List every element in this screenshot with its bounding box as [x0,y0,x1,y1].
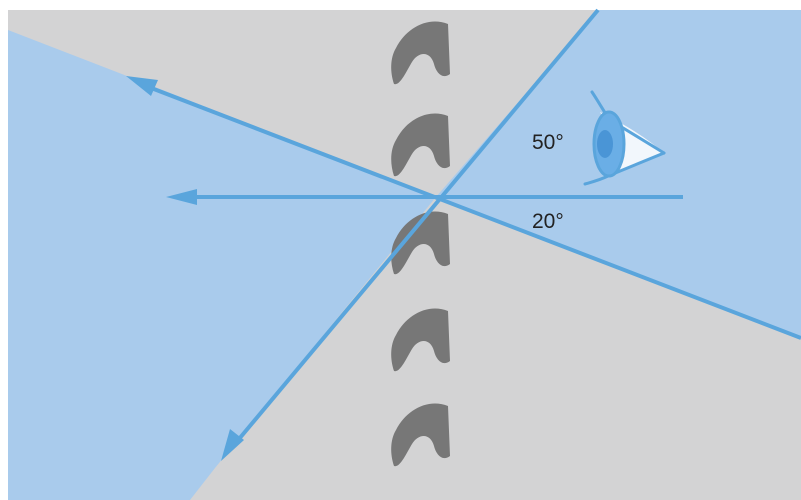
arrowhead-icon [166,189,197,205]
eye-pupil [597,130,613,158]
arrowhead-icon [221,429,244,461]
arrowheads [126,76,244,461]
ray-diagonal-shallow [145,84,801,340]
left-region [8,30,436,500]
eye-icon [583,90,666,186]
arrowhead-icon [126,76,158,96]
angle-label-lower: 20° [532,210,564,233]
rays [145,8,801,447]
ray-diagonal-steep [232,8,600,447]
angle-label-upper: 50° [532,131,564,154]
